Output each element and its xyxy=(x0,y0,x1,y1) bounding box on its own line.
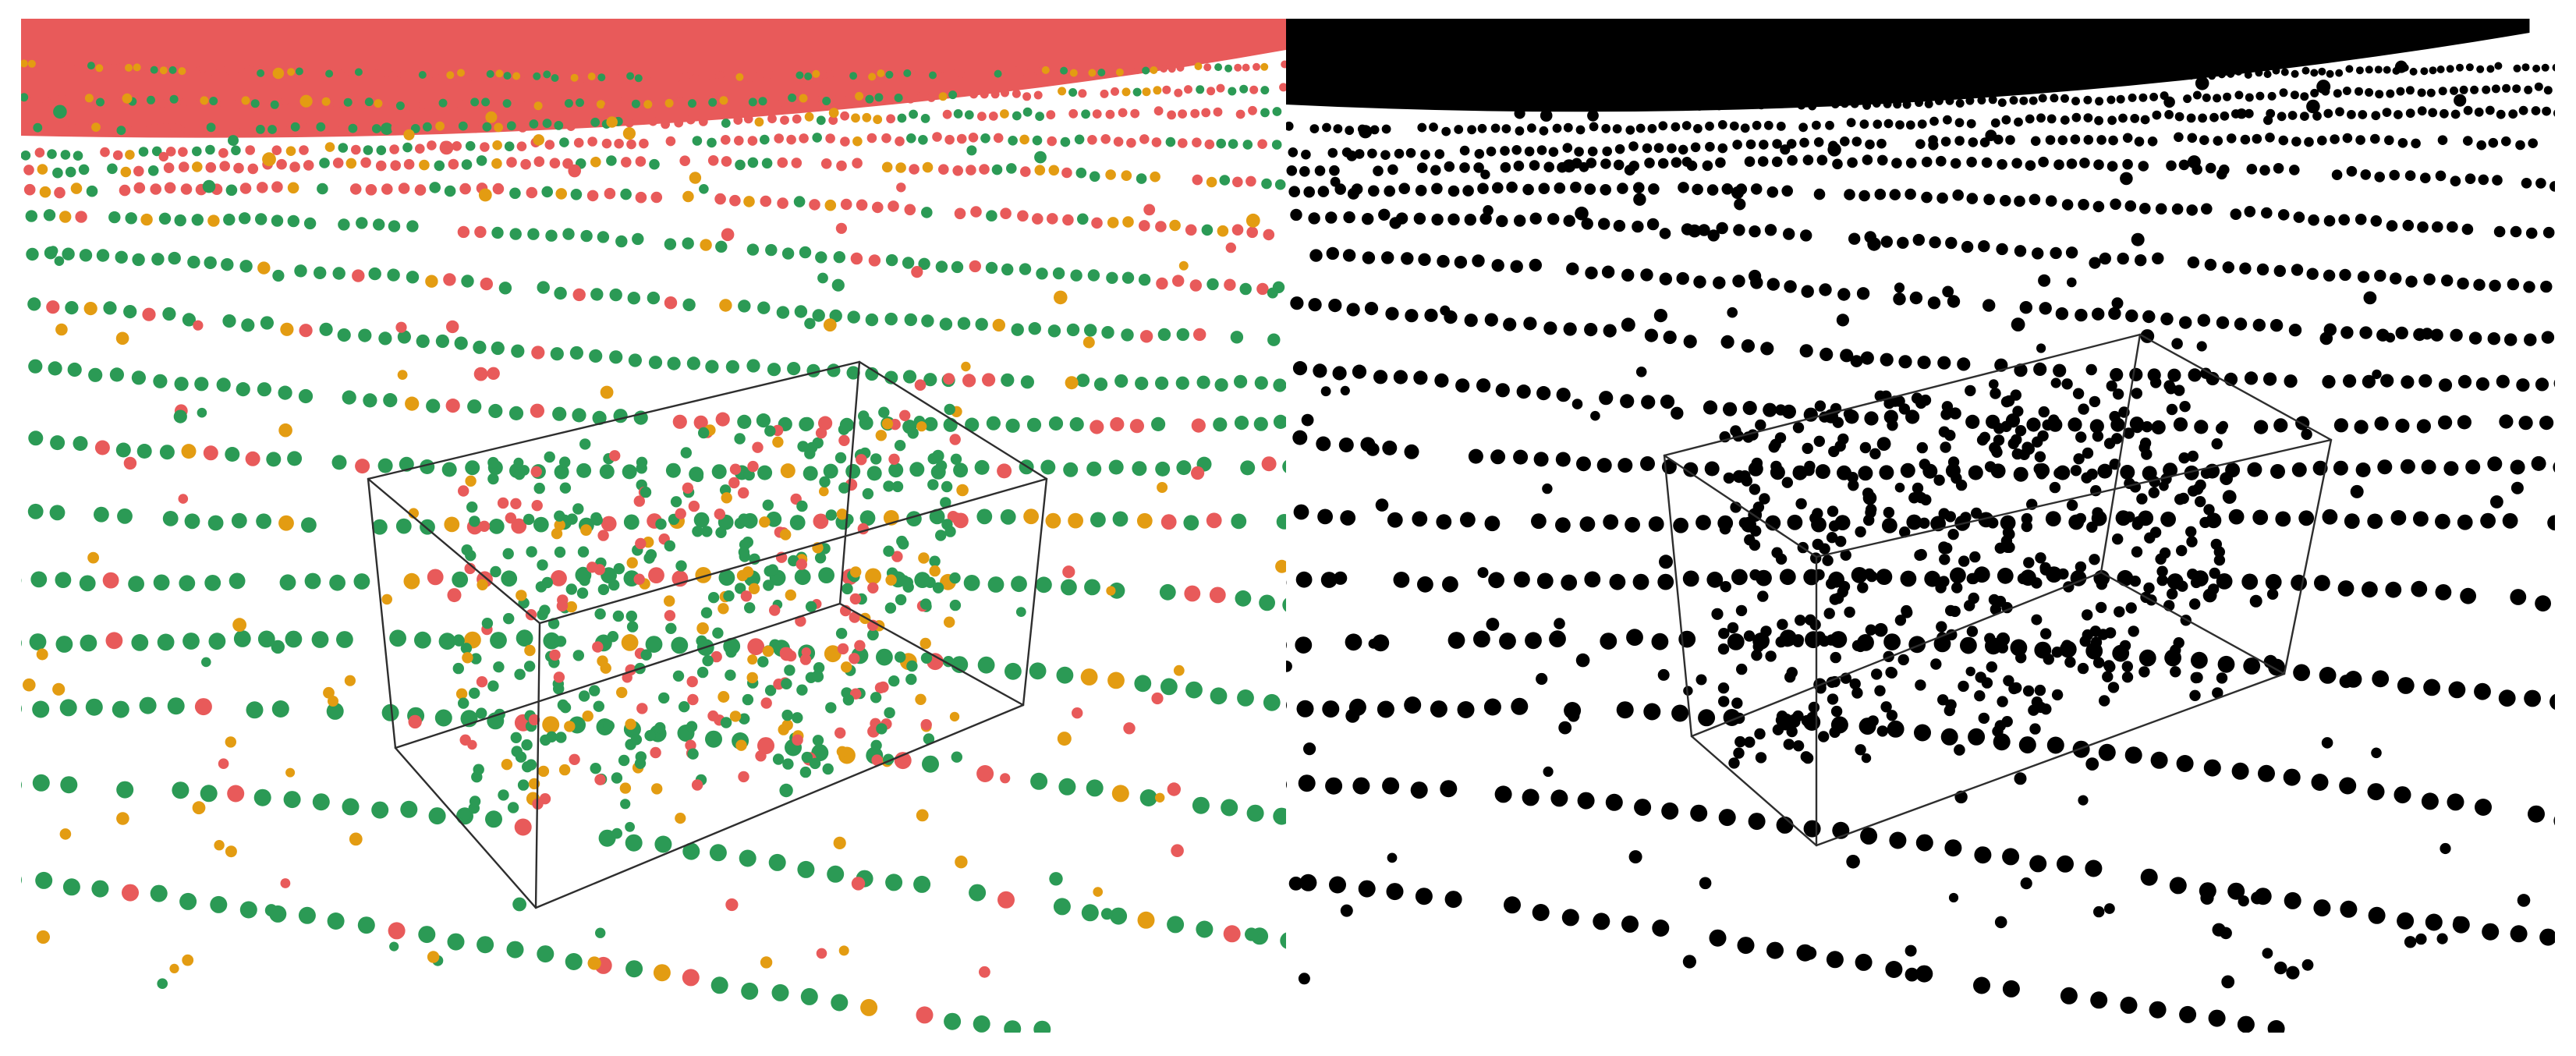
lidar-view-monochrome xyxy=(1286,19,2555,1033)
object-points xyxy=(452,403,963,814)
point-cloud-points xyxy=(1286,59,2555,1033)
point-cloud-colored xyxy=(21,19,1286,1033)
lidar-view-colored xyxy=(21,19,1286,1033)
bounding-box-3d xyxy=(1663,333,2333,847)
point-cloud-background xyxy=(1286,19,2530,112)
point-cloud-points xyxy=(21,59,1286,1033)
bounding-box-3d xyxy=(367,360,1048,909)
point-cloud-monochrome xyxy=(1286,19,2555,1033)
